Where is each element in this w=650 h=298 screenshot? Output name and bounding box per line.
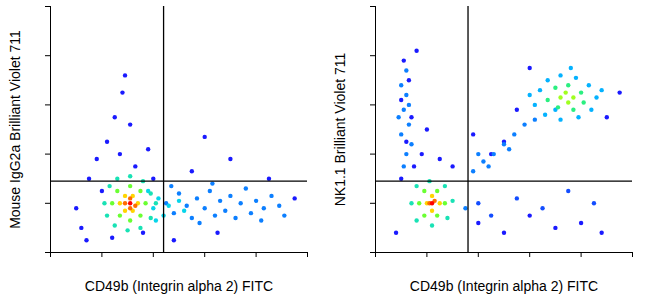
svg-text:NK1.1 Brilliant Violet 711: NK1.1 Brilliant Violet 711: [332, 53, 348, 207]
svg-text:CD49b (Integrin alpha 2) FITC: CD49b (Integrin alpha 2) FITC: [410, 278, 598, 294]
svg-text:CD49b (Integrin alpha 2) FITC: CD49b (Integrin alpha 2) FITC: [85, 278, 273, 294]
svg-text:Mouse IgG2a Brilliant Violet 7: Mouse IgG2a Brilliant Violet 711: [7, 30, 23, 229]
